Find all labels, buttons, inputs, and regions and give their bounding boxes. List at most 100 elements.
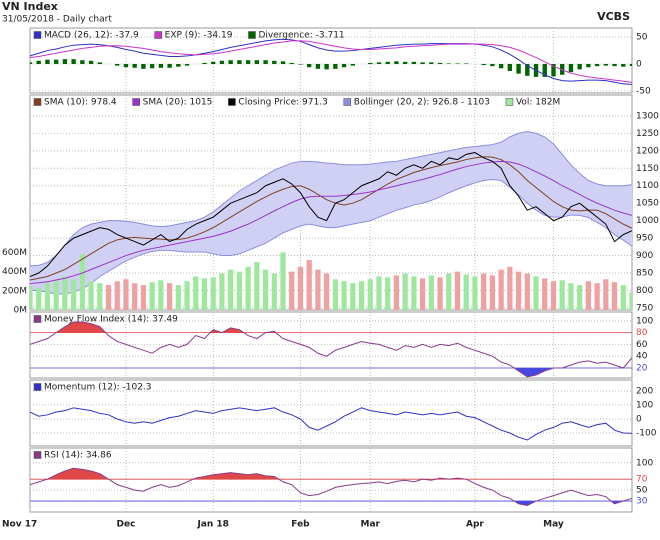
divergence-bar xyxy=(115,63,120,66)
plot xyxy=(30,380,632,446)
volume-bar xyxy=(402,273,408,310)
volume-bar xyxy=(385,277,391,310)
y-tick-label: 900 xyxy=(636,251,653,261)
y2-tick-label: 600M xyxy=(2,248,27,258)
divergence-bar xyxy=(368,62,373,64)
volume-bar xyxy=(88,281,94,310)
divergence-bar xyxy=(149,63,155,69)
volume-bar xyxy=(219,273,225,310)
divergence-bar xyxy=(455,63,460,64)
divergence-bar xyxy=(30,62,33,64)
overbought-fill xyxy=(30,468,632,480)
bollinger-upper xyxy=(30,131,632,267)
legend-label: SMA (20): 1015 xyxy=(143,98,213,108)
volume-bar xyxy=(550,281,557,310)
volume-bar xyxy=(489,275,496,310)
y-tick-label: 50 xyxy=(636,486,648,496)
x-tick-label: Feb xyxy=(291,520,310,530)
volume-bar xyxy=(262,269,269,310)
y-tick-label: 40 xyxy=(636,352,648,362)
x-tick-label: May xyxy=(543,520,564,530)
divergence-bar xyxy=(402,61,408,64)
y2-tick-label: 400M xyxy=(2,267,27,277)
divergence-bar xyxy=(551,63,556,77)
legend-label: Vol: 182M xyxy=(516,98,560,108)
volume-bar xyxy=(184,281,190,310)
volume-bar xyxy=(315,269,321,310)
volume-bar xyxy=(481,273,487,310)
volume-bar xyxy=(437,277,443,310)
volume-bar xyxy=(428,275,434,310)
panel xyxy=(29,27,633,94)
volume-bar xyxy=(585,281,591,310)
volume-bar xyxy=(36,287,42,310)
y-tick-label: 30 xyxy=(636,497,648,507)
volume-bar xyxy=(594,283,600,310)
legend-swatch xyxy=(33,31,42,39)
legend-label: MACD (26, 12): -37.9 xyxy=(44,31,139,41)
divergence-bar xyxy=(411,61,417,64)
y-tick-label: 80 xyxy=(636,328,648,338)
legend-swatch xyxy=(343,98,352,106)
legend-label: Closing Price: 971.3 xyxy=(238,98,327,108)
divergence-bar xyxy=(376,62,382,64)
divergence-bar xyxy=(429,62,434,64)
divergence-bar xyxy=(420,62,425,64)
volume-bar xyxy=(515,271,522,310)
plot xyxy=(30,312,632,378)
volume-bar xyxy=(193,276,199,310)
y-tick-label: 100 xyxy=(636,316,653,326)
volume-bar xyxy=(158,280,164,310)
divergence-bar xyxy=(211,61,216,64)
divergence-bar xyxy=(315,63,321,69)
divergence-bar xyxy=(141,63,146,69)
line xyxy=(30,467,632,506)
volume-bar xyxy=(568,283,574,310)
divergence-bar xyxy=(464,63,469,64)
line xyxy=(30,38,632,85)
divergence-bar xyxy=(307,63,312,68)
divergence-bar xyxy=(437,62,443,64)
divergence-bar xyxy=(71,59,76,64)
volume-bar xyxy=(393,275,400,310)
divergence-bar xyxy=(88,60,94,64)
line xyxy=(30,160,632,284)
legend-swatch xyxy=(132,98,140,106)
divergence-bar xyxy=(132,63,137,68)
volume-bar xyxy=(201,278,208,310)
y-tick-label: 1050 xyxy=(636,199,659,209)
divergence-bar xyxy=(446,63,451,64)
divergence-bar xyxy=(289,62,294,64)
divergence-bar xyxy=(245,60,251,64)
divergence-bar xyxy=(97,62,102,64)
volume-bar xyxy=(245,266,251,310)
legend-swatch xyxy=(248,31,256,39)
divergence-bar xyxy=(36,60,41,64)
y2-tick-label: 200M xyxy=(2,286,27,296)
legend-label: Momentum (12): -102.3 xyxy=(44,383,152,393)
volume-bar xyxy=(271,273,277,310)
legend-label: Bollinger (20, 2): 926.8 - 1103 xyxy=(354,98,490,108)
legend-label: Money Flow Index (14): 37.49 xyxy=(44,315,178,325)
divergence-bar xyxy=(594,63,600,67)
line xyxy=(30,407,632,441)
panel xyxy=(29,447,633,513)
divergence-bar xyxy=(45,59,50,64)
volume-bar xyxy=(498,269,504,310)
line xyxy=(30,156,632,281)
divergence-bar xyxy=(586,63,591,68)
divergence-bar xyxy=(507,63,513,71)
legend-swatch xyxy=(33,98,42,106)
legend-swatch xyxy=(33,383,42,391)
divergence-bar xyxy=(272,60,277,64)
divergence-bar xyxy=(525,63,530,76)
divergence-bar xyxy=(62,59,68,64)
x-tick-label: Apr xyxy=(466,520,484,530)
y-tick-label: 0 xyxy=(636,59,642,69)
volume-bar xyxy=(367,279,373,310)
plot xyxy=(30,28,632,93)
volume-bar xyxy=(358,281,365,310)
volume-bar xyxy=(350,283,356,310)
y-tick-label: -50 xyxy=(636,86,651,96)
